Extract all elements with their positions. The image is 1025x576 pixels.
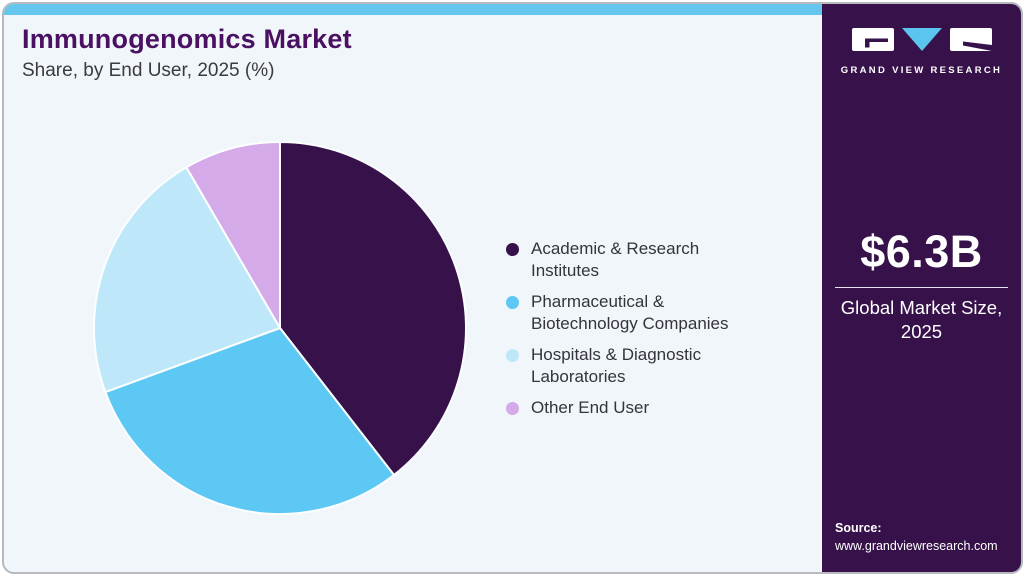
sidebar: GRAND VIEW RESEARCH $6.3B Global Market … <box>822 4 1021 572</box>
source-url: www.grandviewresearch.com <box>835 538 998 553</box>
legend-bullet-icon <box>506 296 519 309</box>
pie-slice <box>185 141 281 329</box>
pie-chart-svg <box>93 141 467 515</box>
legend: Academic & Research Institutes Pharmaceut… <box>506 238 746 428</box>
pie-slice <box>104 327 395 515</box>
legend-item: Hospitals & Diagnostic Laboratories <box>506 344 746 388</box>
page-title: Immunogenomics Market <box>22 24 352 54</box>
market-size-block: $6.3B Global Market Size, 2025 <box>822 226 1021 343</box>
legend-label: Other End User <box>531 398 650 417</box>
stat-divider <box>835 287 1008 288</box>
pie-chart <box>90 138 470 518</box>
top-accent-bar <box>4 4 822 15</box>
gvr-logo-glyphs <box>851 28 992 52</box>
legend-label: Academic & Research Institutes <box>531 239 700 280</box>
pie-slice <box>93 166 281 394</box>
pie-slice <box>279 141 467 476</box>
logo-v-icon <box>901 28 942 51</box>
market-size-value: $6.3B <box>860 226 983 277</box>
legend-label: Hospitals & Diagnostic Laboratories <box>531 345 702 386</box>
legend-bullet-icon <box>506 243 519 256</box>
legend-bullet-icon <box>506 402 519 415</box>
gvr-logo: GRAND VIEW RESEARCH <box>822 4 1021 76</box>
legend-item: Academic & Research Institutes <box>506 238 746 282</box>
legend-label: Pharmaceutical & Biotechnology Companies <box>531 292 729 333</box>
legend-item: Pharmaceutical & Biotechnology Companies <box>506 291 746 335</box>
legend-item: Other End User <box>506 397 746 419</box>
legend-bullet-icon <box>506 349 519 362</box>
logo-wordmark: GRAND VIEW RESEARCH <box>840 65 1003 76</box>
logo-g-icon <box>851 28 894 51</box>
logo-r-icon <box>949 28 992 51</box>
page-subtitle: Share, by End User, 2025 (%) <box>22 60 275 81</box>
source-block: Source: www.grandviewresearch.com <box>835 520 998 555</box>
source-label: Source: <box>835 521 882 535</box>
market-size-caption: Global Market Size, 2025 <box>840 297 1003 342</box>
